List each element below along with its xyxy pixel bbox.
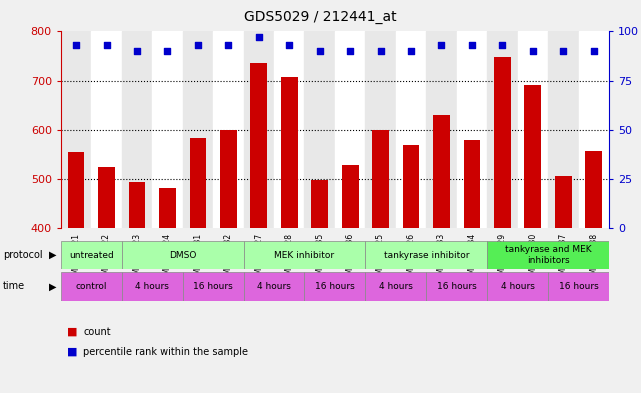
Bar xyxy=(213,31,244,228)
Text: 4 hours: 4 hours xyxy=(257,282,291,291)
Bar xyxy=(403,145,419,228)
Bar xyxy=(365,272,426,301)
Bar xyxy=(304,272,365,301)
Bar xyxy=(190,138,206,228)
Bar xyxy=(244,241,365,269)
Bar xyxy=(122,241,244,269)
Bar xyxy=(518,31,548,228)
Text: 4 hours: 4 hours xyxy=(501,282,535,291)
Bar xyxy=(244,31,274,228)
Point xyxy=(162,48,172,54)
Bar xyxy=(426,272,487,301)
Bar xyxy=(183,31,213,228)
Text: GDS5029 / 212441_at: GDS5029 / 212441_at xyxy=(244,10,397,24)
Text: DMSO: DMSO xyxy=(169,251,196,259)
Bar xyxy=(396,31,426,228)
Bar xyxy=(98,167,115,228)
Bar xyxy=(153,31,183,228)
Text: untreated: untreated xyxy=(69,251,113,259)
Bar xyxy=(487,241,609,269)
Bar xyxy=(585,151,602,228)
Text: 16 hours: 16 hours xyxy=(315,282,355,291)
Bar xyxy=(122,31,153,228)
Bar xyxy=(372,130,389,228)
Text: ▶: ▶ xyxy=(49,281,57,292)
Bar xyxy=(365,241,487,269)
Point xyxy=(437,42,447,48)
Bar xyxy=(61,241,122,269)
Bar xyxy=(61,31,92,228)
Text: ▶: ▶ xyxy=(49,250,57,260)
Text: MEK inhibitor: MEK inhibitor xyxy=(274,251,335,259)
Text: tankyrase and MEK
inhibitors: tankyrase and MEK inhibitors xyxy=(504,245,592,265)
Text: ■: ■ xyxy=(67,327,78,337)
Point xyxy=(223,42,233,48)
Bar xyxy=(463,140,480,228)
Bar xyxy=(494,57,511,228)
Point xyxy=(315,48,325,54)
Text: tankyrase inhibitor: tankyrase inhibitor xyxy=(383,251,469,259)
Point xyxy=(528,48,538,54)
Text: 16 hours: 16 hours xyxy=(437,282,477,291)
Text: 16 hours: 16 hours xyxy=(558,282,599,291)
Bar xyxy=(426,31,456,228)
Point xyxy=(406,48,416,54)
Point xyxy=(132,48,142,54)
Point xyxy=(497,42,508,48)
Bar xyxy=(304,31,335,228)
Bar xyxy=(555,176,572,228)
Bar xyxy=(274,31,304,228)
Point xyxy=(193,42,203,48)
Bar xyxy=(578,31,609,228)
Bar xyxy=(487,31,518,228)
Text: ■: ■ xyxy=(67,347,78,357)
Bar xyxy=(312,180,328,228)
Bar xyxy=(122,272,183,301)
Point xyxy=(101,42,112,48)
Bar xyxy=(524,86,541,228)
Bar xyxy=(548,31,578,228)
Bar xyxy=(365,31,396,228)
Bar xyxy=(433,115,450,228)
Text: protocol: protocol xyxy=(3,250,43,260)
Bar xyxy=(129,182,146,228)
Point xyxy=(588,48,599,54)
Bar xyxy=(456,31,487,228)
Bar xyxy=(92,31,122,228)
Text: time: time xyxy=(3,281,26,292)
Bar xyxy=(68,152,85,228)
Bar xyxy=(251,63,267,228)
Bar xyxy=(548,272,609,301)
Text: control: control xyxy=(76,282,107,291)
Point xyxy=(345,48,355,54)
Bar xyxy=(159,188,176,228)
Bar xyxy=(220,130,237,228)
Bar xyxy=(487,272,548,301)
Bar xyxy=(183,272,244,301)
Bar xyxy=(342,165,358,228)
Text: percentile rank within the sample: percentile rank within the sample xyxy=(83,347,248,357)
Point xyxy=(71,42,81,48)
Point xyxy=(467,42,477,48)
Bar xyxy=(281,77,297,228)
Point xyxy=(284,42,294,48)
Bar xyxy=(335,31,365,228)
Text: 4 hours: 4 hours xyxy=(135,282,169,291)
Text: count: count xyxy=(83,327,111,337)
Point xyxy=(558,48,569,54)
Point xyxy=(376,48,386,54)
Text: 4 hours: 4 hours xyxy=(379,282,413,291)
Bar xyxy=(244,272,304,301)
Bar xyxy=(61,272,122,301)
Point xyxy=(254,34,264,40)
Text: 16 hours: 16 hours xyxy=(193,282,233,291)
